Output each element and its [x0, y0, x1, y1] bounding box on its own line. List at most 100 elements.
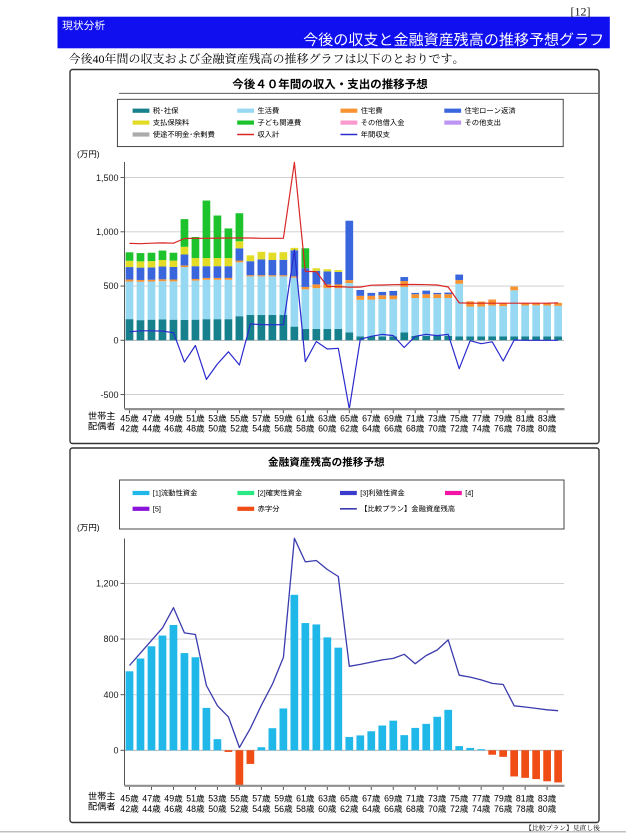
svg-text:59: 59 — [274, 794, 284, 804]
svg-text:69: 69 — [384, 414, 394, 424]
svg-text:65: 65 — [340, 794, 350, 804]
svg-text:1,200: 1,200 — [96, 579, 119, 589]
svg-text:67: 67 — [362, 794, 372, 804]
svg-text:44: 44 — [142, 424, 152, 434]
svg-text:51: 51 — [186, 414, 196, 424]
svg-text:59: 59 — [274, 414, 284, 424]
svg-text:51: 51 — [186, 794, 196, 804]
svg-text:74: 74 — [472, 804, 482, 814]
svg-text:46: 46 — [164, 804, 174, 814]
svg-text:71: 71 — [406, 794, 416, 804]
svg-text:77: 77 — [472, 414, 482, 424]
svg-text:55: 55 — [230, 794, 240, 804]
svg-text:65: 65 — [340, 414, 350, 424]
svg-text:45: 45 — [120, 794, 130, 804]
svg-text:79: 79 — [494, 414, 504, 424]
svg-text:54: 54 — [252, 804, 262, 814]
svg-text:80: 80 — [538, 424, 548, 434]
svg-text:55: 55 — [230, 414, 240, 424]
svg-text:): ) — [97, 149, 100, 159]
svg-text:[1]: [1] — [153, 489, 161, 498]
svg-text:75: 75 — [450, 794, 460, 804]
svg-text:50: 50 — [208, 424, 218, 434]
svg-text:67: 67 — [362, 414, 372, 424]
svg-text:48: 48 — [186, 804, 196, 814]
svg-text:66: 66 — [384, 804, 394, 814]
svg-text:63: 63 — [318, 794, 328, 804]
svg-text:500: 500 — [103, 281, 118, 291]
svg-text:61: 61 — [296, 414, 306, 424]
svg-text:-500: -500 — [100, 390, 118, 400]
svg-text:58: 58 — [296, 424, 306, 434]
svg-text:62: 62 — [340, 804, 350, 814]
svg-text:78: 78 — [516, 424, 526, 434]
svg-text:75: 75 — [450, 414, 460, 424]
svg-text:70: 70 — [428, 804, 438, 814]
svg-text:42: 42 — [120, 804, 130, 814]
svg-text:[12]: [12] — [571, 5, 591, 19]
svg-text:[3]: [3] — [360, 489, 368, 498]
svg-text:64: 64 — [362, 804, 372, 814]
svg-text:78: 78 — [516, 804, 526, 814]
svg-text:83: 83 — [538, 414, 548, 424]
svg-text:1,500: 1,500 — [96, 173, 119, 183]
svg-text:58: 58 — [296, 804, 306, 814]
svg-text:60: 60 — [318, 804, 328, 814]
svg-text:74: 74 — [472, 424, 482, 434]
svg-text:76: 76 — [494, 424, 504, 434]
svg-text:49: 49 — [164, 414, 174, 424]
svg-text:48: 48 — [186, 424, 196, 434]
svg-text:81: 81 — [516, 794, 526, 804]
svg-text:61: 61 — [296, 794, 306, 804]
svg-text:45: 45 — [120, 414, 130, 424]
svg-text:76: 76 — [494, 804, 504, 814]
svg-text:68: 68 — [406, 424, 416, 434]
svg-text:70: 70 — [428, 424, 438, 434]
svg-text:44: 44 — [142, 804, 152, 814]
svg-text:63: 63 — [318, 414, 328, 424]
svg-text:68: 68 — [406, 804, 416, 814]
svg-text:72: 72 — [450, 804, 460, 814]
svg-text:49: 49 — [164, 794, 174, 804]
svg-text:(: ( — [77, 523, 80, 533]
svg-text:50: 50 — [208, 804, 218, 814]
svg-text:1,000: 1,000 — [96, 227, 119, 237]
svg-text:77: 77 — [472, 794, 482, 804]
svg-text:56: 56 — [274, 804, 284, 814]
svg-text:64: 64 — [362, 424, 372, 434]
svg-text:73: 73 — [428, 414, 438, 424]
svg-text:80: 80 — [538, 804, 548, 814]
svg-text:72: 72 — [450, 424, 460, 434]
svg-text:0: 0 — [113, 336, 118, 346]
svg-text:[5]: [5] — [153, 504, 161, 513]
svg-text:62: 62 — [340, 424, 350, 434]
svg-text:54: 54 — [252, 424, 262, 434]
svg-text:800: 800 — [103, 634, 118, 644]
svg-text:0: 0 — [113, 746, 118, 756]
svg-text:42: 42 — [120, 424, 130, 434]
svg-text:52: 52 — [230, 804, 240, 814]
svg-text:47: 47 — [142, 414, 152, 424]
svg-text:57: 57 — [252, 414, 262, 424]
svg-text:[4]: [4] — [465, 489, 473, 498]
svg-text:47: 47 — [142, 794, 152, 804]
svg-text:60: 60 — [318, 424, 328, 434]
svg-text:79: 79 — [494, 794, 504, 804]
svg-text:56: 56 — [274, 424, 284, 434]
svg-text:[2]: [2] — [258, 489, 266, 498]
svg-text:73: 73 — [428, 794, 438, 804]
svg-text:(: ( — [77, 149, 80, 159]
svg-text:71: 71 — [406, 414, 416, 424]
svg-text:57: 57 — [252, 794, 262, 804]
svg-text:400: 400 — [103, 690, 118, 700]
svg-text:40: 40 — [93, 52, 105, 66]
svg-text:): ) — [97, 523, 100, 533]
svg-text:53: 53 — [208, 794, 218, 804]
svg-text:53: 53 — [208, 414, 218, 424]
svg-text:46: 46 — [164, 424, 174, 434]
svg-text:81: 81 — [516, 414, 526, 424]
svg-text:69: 69 — [384, 794, 394, 804]
svg-text:66: 66 — [384, 424, 394, 434]
svg-text:83: 83 — [538, 794, 548, 804]
svg-text:52: 52 — [230, 424, 240, 434]
